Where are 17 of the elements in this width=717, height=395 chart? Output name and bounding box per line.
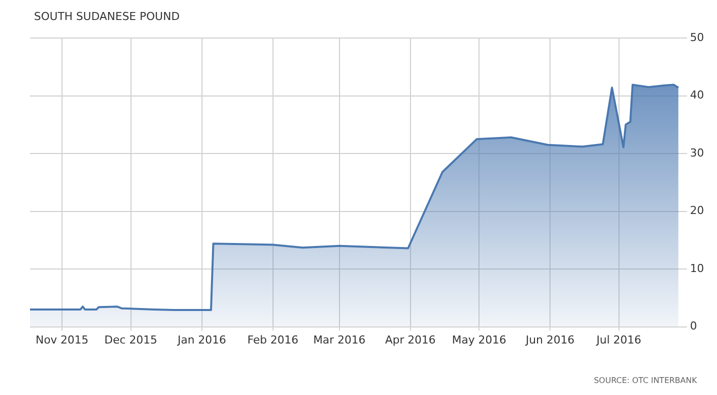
chart-title: SOUTH SUDANESE POUND [34,10,180,23]
y-tick-label: 10 [690,262,704,275]
x-tick-label: Apr 2016 [385,333,436,346]
y-tick-label: 40 [690,88,704,102]
x-tick-label: Nov 2015 [36,333,89,346]
y-tick-label: 30 [690,146,704,160]
x-tick-label: Mar 2016 [313,333,366,346]
x-tick-label: Dec 2015 [104,333,158,346]
x-tick-label: Jun 2016 [524,333,574,346]
y-tick-label: 50 [690,30,704,44]
source-note: SOURCE: OTC INTERBANK [594,376,697,385]
x-tick-label: Feb 2016 [247,333,298,346]
x-tick-label: May 2016 [452,333,506,346]
y-tick-label: 0 [690,320,698,333]
x-tick-label: Jul 2016 [595,333,642,346]
x-tick-label: Jan 2016 [176,333,226,346]
y-tick-label: 20 [690,204,704,218]
